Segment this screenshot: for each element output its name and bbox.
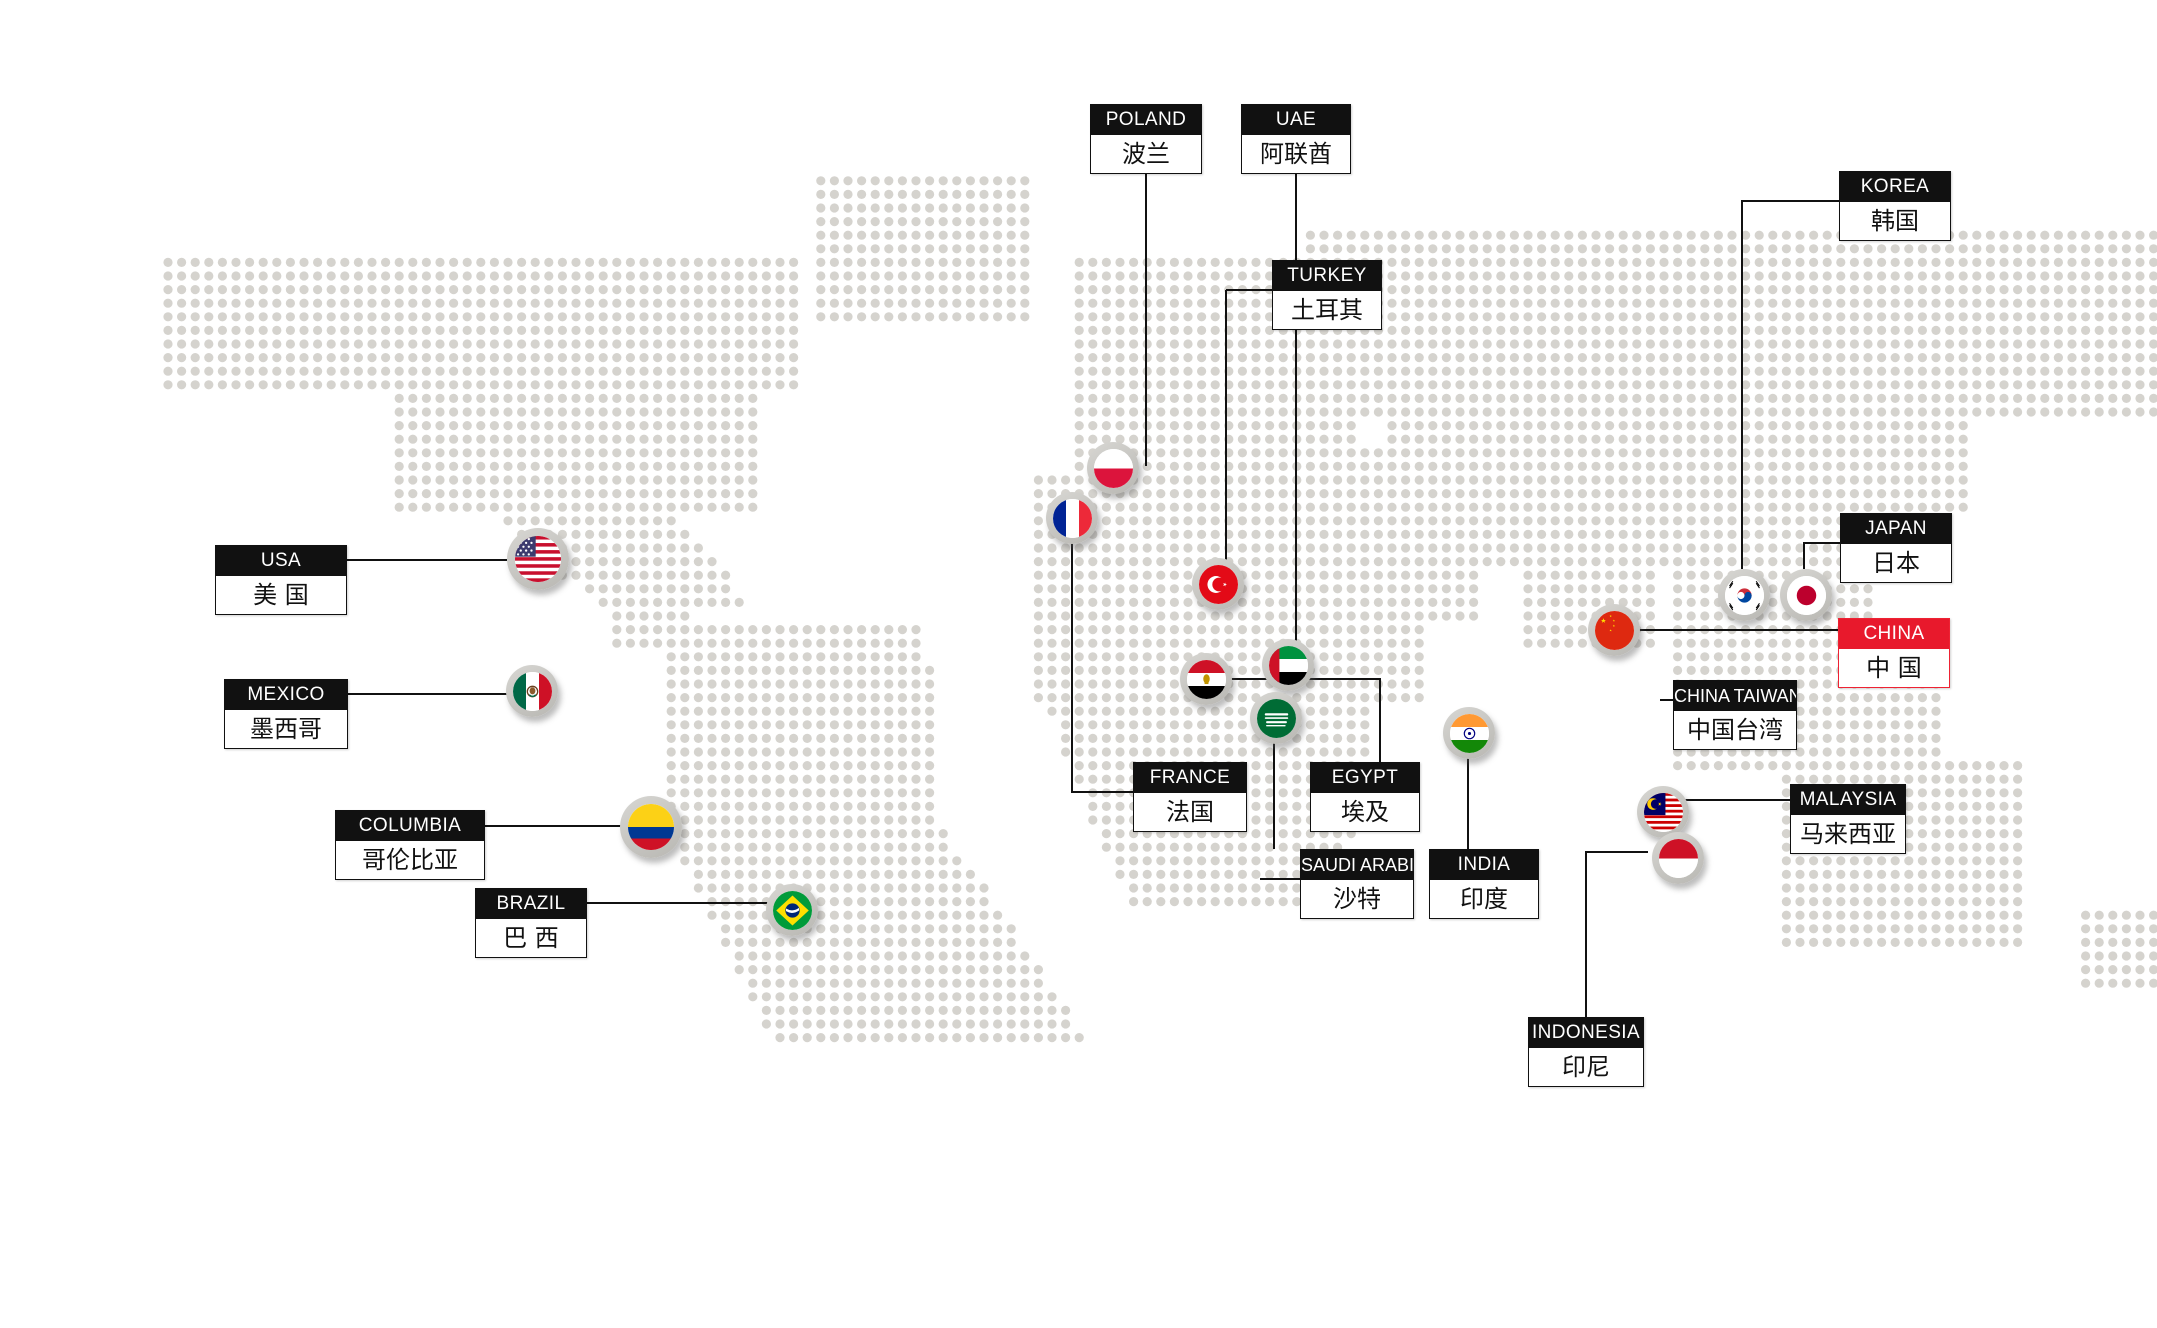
flag-columbia-icon [628,804,674,850]
flag-pin-poland[interactable] [1087,442,1139,494]
country-label-malaysia[interactable]: MALAYSIA 马来西亚 [1790,784,1906,854]
country-label-china[interactable]: CHINA 中 国 [1838,618,1950,688]
country-label-en-mexico: MEXICO [225,680,347,710]
country-label-zh-poland: 波兰 [1091,135,1201,173]
flag-saudi-icon [1256,698,1296,738]
flag-china-icon [1594,610,1634,650]
country-label-zh-china: 中 国 [1839,649,1949,687]
flag-pin-japan[interactable] [1780,569,1832,621]
flag-pin-usa[interactable] [507,528,569,590]
country-label-en-france: FRANCE [1134,763,1246,793]
country-label-uae[interactable]: UAE 阿联酋 [1241,104,1351,174]
flag-egypt-icon [1186,659,1226,699]
flag-pin-indonesia[interactable] [1652,832,1704,884]
country-label-mexico[interactable]: MEXICO 墨西哥 [224,679,348,749]
country-label-en-brazil: BRAZIL [476,889,586,919]
flag-uae-icon [1268,645,1308,685]
country-label-zh-egypt: 埃及 [1311,793,1419,831]
country-label-en-korea: KOREA [1840,172,1950,202]
flag-pin-columbia[interactable] [620,796,682,858]
flag-france-icon [1052,498,1092,538]
country-label-en-china-taiwan: CHINA TAIWAN [1674,681,1796,711]
country-label-en-indonesia: INDONESIA [1529,1018,1643,1048]
country-label-en-usa: USA [216,546,346,576]
flag-mexico-icon [512,671,552,711]
country-label-en-uae: UAE [1242,105,1350,135]
country-label-en-columbia: COLUMBIA [336,811,484,841]
flag-poland-icon [1093,448,1133,488]
flag-pin-brazil[interactable] [766,884,818,936]
flag-pin-india[interactable] [1443,707,1495,759]
country-label-en-malaysia: MALAYSIA [1791,785,1905,815]
country-label-zh-korea: 韩国 [1840,202,1950,240]
country-label-en-poland: POLAND [1091,105,1201,135]
country-label-en-china: CHINA [1839,619,1949,649]
country-label-zh-saudi-arabia: 沙特 [1301,880,1413,918]
flag-turkey-icon [1198,564,1238,604]
country-label-zh-india: 印度 [1430,880,1538,918]
country-label-korea[interactable]: KOREA 韩国 [1839,171,1951,241]
country-label-en-saudi-arabia: SAUDI ARABIA [1301,850,1413,880]
country-label-columbia[interactable]: COLUMBIA 哥伦比亚 [335,810,485,880]
country-label-india[interactable]: INDIA 印度 [1429,849,1539,919]
country-label-brazil[interactable]: BRAZIL 巴 西 [475,888,587,958]
flag-pin-saudi-arabia[interactable] [1250,692,1302,744]
country-label-en-india: INDIA [1430,850,1538,880]
flag-pin-korea[interactable] [1718,569,1770,621]
flag-korea-icon [1724,575,1764,615]
flag-pin-egypt[interactable] [1180,653,1232,705]
country-label-zh-france: 法国 [1134,793,1246,831]
country-label-indonesia[interactable]: INDONESIA 印尼 [1528,1017,1644,1087]
country-label-en-turkey: TURKEY [1273,261,1381,291]
flag-pin-mexico[interactable] [506,665,558,717]
country-label-zh-china-taiwan: 中国台湾 [1674,711,1796,749]
country-label-zh-uae: 阿联酋 [1242,135,1350,173]
flag-brazil-icon [772,890,812,930]
flag-pin-france[interactable] [1046,492,1098,544]
flag-usa-icon [515,536,561,582]
country-label-saudi-arabia[interactable]: SAUDI ARABIA沙特 [1300,849,1414,919]
country-label-poland[interactable]: POLAND 波兰 [1090,104,1202,174]
flag-india-icon [1449,713,1489,753]
flag-japan-icon [1786,575,1826,615]
flag-pin-turkey[interactable] [1192,558,1244,610]
country-label-zh-japan: 日本 [1841,544,1951,582]
country-label-zh-columbia: 哥伦比亚 [336,841,484,879]
country-label-en-egypt: EGYPT [1311,763,1419,793]
flag-pin-malaysia[interactable] [1637,786,1689,838]
country-label-zh-turkey: 土耳其 [1273,291,1381,329]
country-label-china-taiwan[interactable]: CHINA TAIWAN 中国台湾 [1673,680,1797,750]
country-label-japan[interactable]: JAPAN 日本 [1840,513,1952,583]
country-label-zh-brazil: 巴 西 [476,919,586,957]
country-label-egypt[interactable]: EGYPT 埃及 [1310,762,1420,832]
country-label-zh-indonesia: 印尼 [1529,1048,1643,1086]
country-label-zh-malaysia: 马来西亚 [1791,815,1905,853]
flag-pin-uae[interactable] [1262,639,1314,691]
flag-indonesia-icon [1658,838,1698,878]
flag-pin-china[interactable] [1588,604,1640,656]
flag-malaysia-icon [1643,792,1683,832]
country-label-zh-usa: 美 国 [216,576,346,614]
country-label-turkey[interactable]: TURKEY 土耳其 [1272,260,1382,330]
country-label-usa[interactable]: USA 美 国 [215,545,347,615]
country-label-en-japan: JAPAN [1841,514,1951,544]
country-label-zh-mexico: 墨西哥 [225,710,347,748]
country-label-france[interactable]: FRANCE 法国 [1133,762,1247,832]
